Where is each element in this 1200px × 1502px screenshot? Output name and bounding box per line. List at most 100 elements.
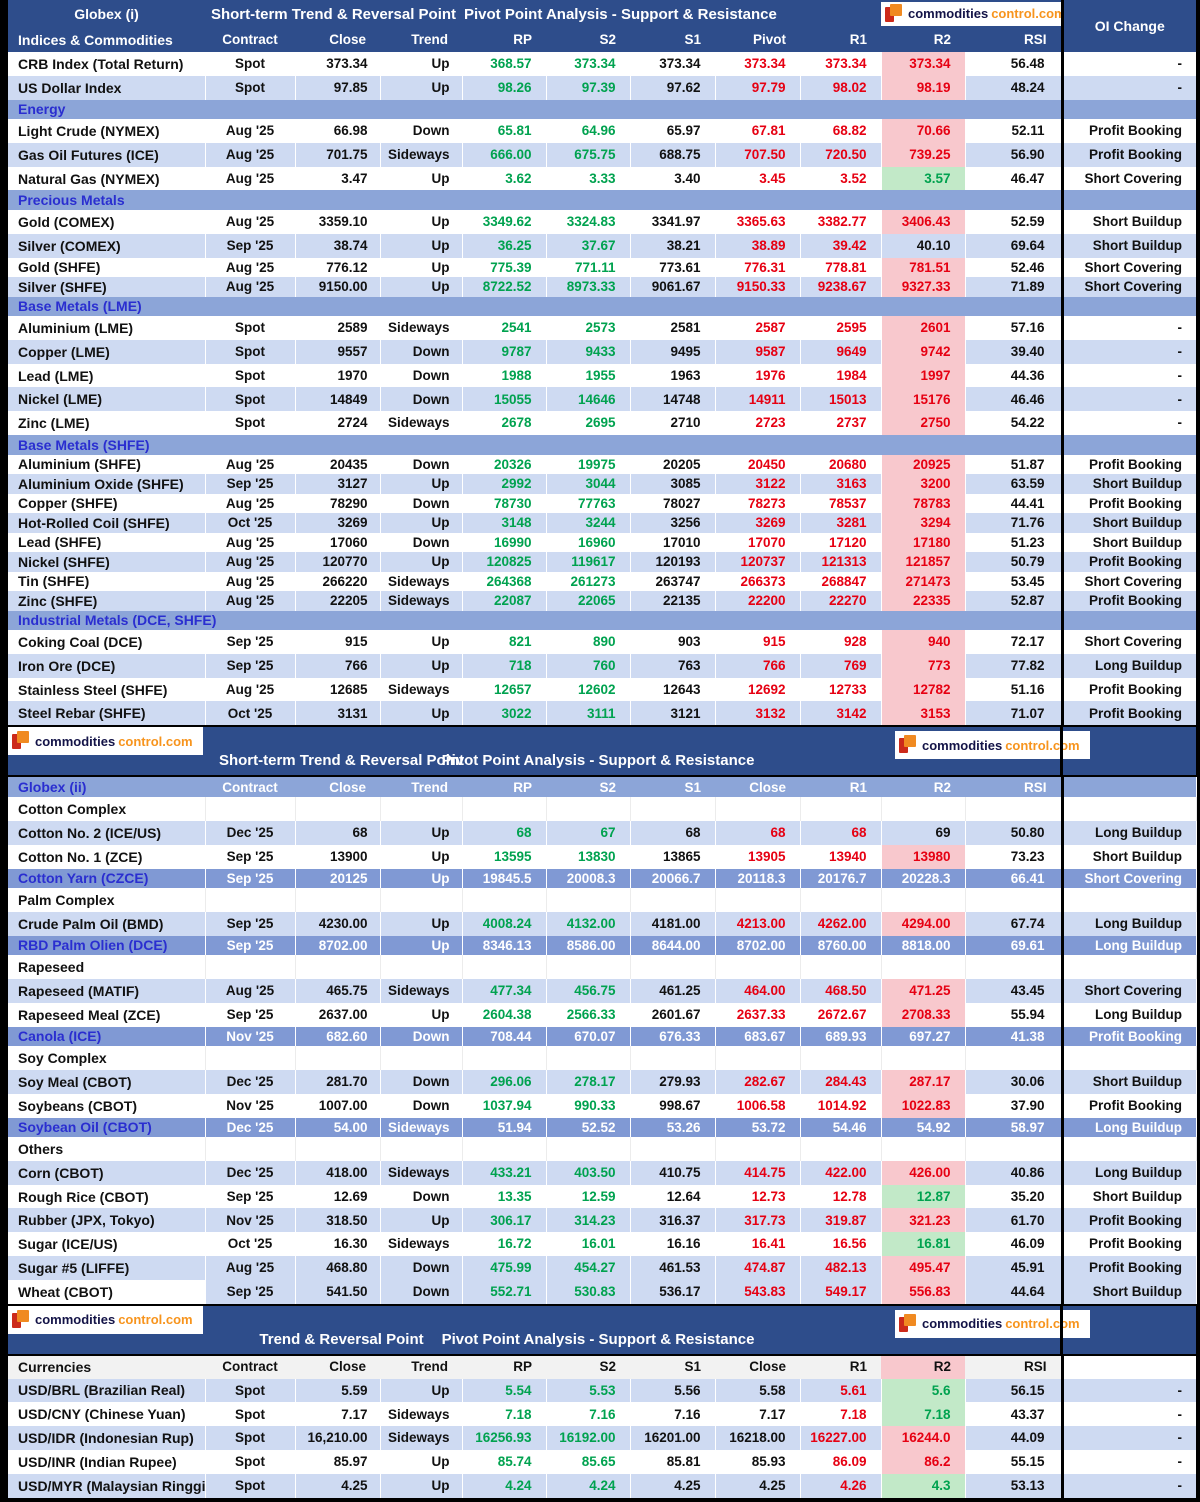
empty-cell bbox=[380, 888, 463, 912]
commodity-cell: Corn (CBOT) bbox=[8, 1160, 206, 1185]
pivot-cell: 2723 bbox=[715, 411, 801, 436]
commodity-cell: Lead (SHFE) bbox=[8, 532, 206, 553]
rp-cell: 68 bbox=[462, 821, 547, 845]
r2-cell: 17180 bbox=[881, 532, 966, 553]
empty-cell bbox=[462, 1137, 547, 1161]
contract-cell: Aug '25 bbox=[205, 277, 296, 297]
s2-cell: 771.11 bbox=[546, 257, 631, 278]
rp-cell: 65.81 bbox=[462, 119, 547, 143]
r1-cell: 268847 bbox=[800, 571, 882, 592]
rsi-cell: 55.15 bbox=[965, 1449, 1063, 1474]
oi-cell: Profit Booking bbox=[1060, 493, 1196, 514]
col-header-s2: S2 bbox=[546, 1355, 630, 1379]
rsi-cell: 52.11 bbox=[965, 119, 1063, 143]
col-header-r1: R1 bbox=[800, 28, 881, 52]
logo-icon bbox=[885, 3, 905, 24]
s1-cell: 316.37 bbox=[630, 1208, 716, 1233]
r2-cell: 3200 bbox=[881, 474, 966, 494]
empty-cell bbox=[546, 797, 631, 822]
s1-cell: 65.97 bbox=[630, 119, 716, 143]
oi-cell: Long Buildup bbox=[1060, 1160, 1196, 1185]
trend-section-title: Short-term Trend & Reversal Point bbox=[205, 0, 462, 28]
pivot-cell: 776.31 bbox=[715, 257, 801, 278]
s1-cell: 97.62 bbox=[630, 75, 716, 100]
pivot-section-title: Pivot Point Analysis - Support & Resista… bbox=[441, 1330, 755, 1348]
s1-cell: 373.34 bbox=[630, 52, 716, 76]
table-row: Crude Palm Oil (BMD) Sep '25 4230.00 Up 4008… bbox=[8, 911, 1196, 936]
empty-cell bbox=[800, 1137, 882, 1161]
commodity-cell: Nickel (SHFE) bbox=[8, 552, 206, 572]
rp-cell: 12657 bbox=[462, 677, 547, 702]
r1-cell: 482.13 bbox=[800, 1256, 882, 1280]
trend-cell: Down bbox=[380, 1026, 463, 1047]
close-cell: 120770 bbox=[295, 552, 381, 572]
section-row: Palm Complex bbox=[8, 888, 1197, 912]
table-row: Gold (SHFE) Aug '25 776.12 Up 775.39 771.11 77… bbox=[8, 257, 1196, 278]
s2-cell: 119617 bbox=[546, 552, 631, 572]
close-cell: 5.59 bbox=[295, 1378, 381, 1403]
rsi-cell: 43.45 bbox=[965, 979, 1063, 1003]
oi-cell: - bbox=[1060, 1426, 1196, 1450]
globex-ii-header: Globex (ii) Contract Close Trend RP S2 S… bbox=[8, 777, 1196, 798]
rp-cell: 2604.38 bbox=[462, 1002, 547, 1027]
s2-cell: 64.96 bbox=[546, 119, 631, 143]
col-header-trend: Trend bbox=[380, 28, 462, 52]
oi-cell: Profit Booking bbox=[1060, 1256, 1196, 1280]
table-row: Soy Meal (CBOT) Dec '25 281.70 Down 296.06 27… bbox=[8, 1069, 1196, 1094]
oi-cell: Long Buildup bbox=[1060, 653, 1196, 678]
pivot-cell: 17070 bbox=[715, 532, 801, 553]
pivot-section-title: Pivot Point Analysis - Support & Resista… bbox=[462, 0, 881, 28]
empty-cell bbox=[881, 955, 966, 980]
currencies-table: Currencies Contract Close Trend RP S2 S1… bbox=[8, 1355, 1196, 1498]
pivot-cell: 1976 bbox=[715, 363, 801, 388]
close-cell: 3127 bbox=[295, 474, 381, 494]
empty-cell bbox=[205, 955, 296, 980]
rsi-cell: 77.82 bbox=[965, 653, 1063, 678]
empty-cell bbox=[295, 1046, 381, 1070]
r2-cell: 12.87 bbox=[881, 1184, 966, 1209]
pivot-cell: 7.17 bbox=[715, 1402, 801, 1427]
pivot-cell: 8702.00 bbox=[715, 935, 801, 956]
s1-cell: 3256 bbox=[630, 513, 716, 533]
table-row: Zinc (SHFE) Aug '25 22205 Sideways 22087 2206… bbox=[8, 591, 1196, 611]
pivot-cell: 707.50 bbox=[715, 142, 801, 167]
oi-cell: Long Buildup bbox=[1060, 1002, 1196, 1027]
empty-cell bbox=[965, 797, 1063, 822]
r2-cell: 12782 bbox=[881, 677, 966, 702]
oi-cell: Short Buildup bbox=[1060, 1069, 1196, 1094]
trend-section-title: Trend & Reversal Point bbox=[259, 1330, 424, 1348]
rp-cell: 16256.93 bbox=[462, 1426, 547, 1450]
rp-cell: 120825 bbox=[462, 552, 547, 572]
s2-cell: 37.67 bbox=[546, 233, 631, 258]
s2-cell: 314.23 bbox=[546, 1208, 631, 1233]
rsi-cell: 51.23 bbox=[965, 532, 1063, 553]
pivot-cell: 683.67 bbox=[715, 1026, 801, 1047]
table-row: Aluminium (SHFE) Aug '25 20435 Down 20326 199… bbox=[8, 454, 1196, 475]
commodity-cell: US Dollar Index bbox=[8, 75, 206, 100]
close-cell: 7.17 bbox=[295, 1402, 381, 1427]
rsi-cell: 53.45 bbox=[965, 571, 1063, 592]
rp-cell: 51.94 bbox=[462, 1117, 547, 1138]
s1-cell: 120193 bbox=[630, 552, 716, 572]
rp-cell: 264368 bbox=[462, 571, 547, 592]
r1-cell: 1984 bbox=[800, 363, 882, 388]
r1-cell: 39.42 bbox=[800, 233, 882, 258]
rp-cell: 98.26 bbox=[462, 75, 547, 100]
table-row: Coking Coal (DCE) Sep '25 915 Up 821 890 903 91… bbox=[8, 630, 1196, 654]
close-cell: 682.60 bbox=[295, 1026, 381, 1047]
section-row: Soy Complex bbox=[8, 1046, 1197, 1070]
commodity-cell: Soybeans (CBOT) bbox=[8, 1093, 206, 1118]
rsi-cell: 46.47 bbox=[965, 166, 1063, 191]
section-label: Base Metals (LME) bbox=[8, 296, 1063, 317]
rsi-cell: 43.37 bbox=[965, 1402, 1063, 1427]
pivot-cell: 3122 bbox=[715, 474, 801, 494]
close-cell: 9150.00 bbox=[295, 277, 381, 297]
commodity-cell: Soy Meal (CBOT) bbox=[8, 1069, 206, 1094]
close-cell: 318.50 bbox=[295, 1208, 381, 1233]
rsi-cell: 44.64 bbox=[965, 1279, 1063, 1304]
s1-cell: 20205 bbox=[630, 454, 716, 475]
trend-cell: Down bbox=[380, 363, 463, 388]
table-band: commodities control.com commodities contro… bbox=[8, 725, 1196, 778]
oi-cell: Long Buildup bbox=[1060, 911, 1196, 936]
s2-cell: 97.39 bbox=[546, 75, 631, 100]
